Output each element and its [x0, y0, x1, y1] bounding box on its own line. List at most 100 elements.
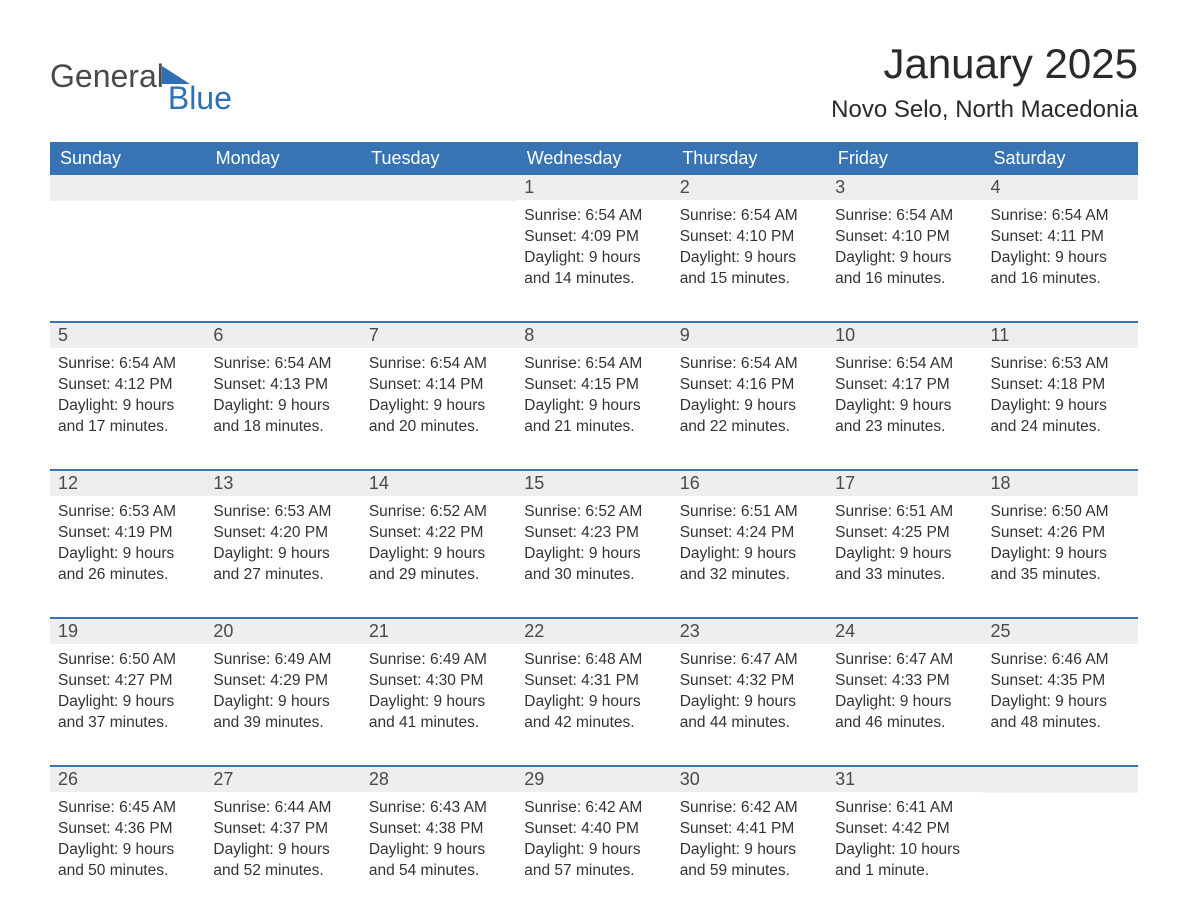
sunrise-text: Sunrise: 6:50 AM [991, 502, 1130, 523]
daylight-line-2: and 20 minutes. [369, 417, 508, 438]
day-number: 17 [827, 471, 982, 496]
sunrise-text: Sunrise: 6:42 AM [680, 798, 819, 819]
day-body: Sunrise: 6:54 AMSunset: 4:09 PMDaylight:… [516, 200, 671, 296]
sunset-text: Sunset: 4:09 PM [524, 227, 663, 248]
daylight-line-1: Daylight: 9 hours [835, 544, 974, 565]
sunrise-text: Sunrise: 6:54 AM [58, 354, 197, 375]
day-number: 1 [516, 175, 671, 200]
daylight-line-1: Daylight: 10 hours [835, 840, 974, 861]
day-number: 25 [983, 619, 1138, 644]
daylight-line-1: Daylight: 9 hours [680, 840, 819, 861]
sunset-text: Sunset: 4:20 PM [213, 523, 352, 544]
day-number: 28 [361, 767, 516, 792]
daylight-line-2: and 23 minutes. [835, 417, 974, 438]
location-subtitle: Novo Selo, North Macedonia [831, 96, 1138, 124]
sunset-text: Sunset: 4:38 PM [369, 819, 508, 840]
day-cell: 30Sunrise: 6:42 AMSunset: 4:41 PMDayligh… [672, 767, 827, 895]
day-cell: 31Sunrise: 6:41 AMSunset: 4:42 PMDayligh… [827, 767, 982, 895]
daylight-line-1: Daylight: 9 hours [369, 544, 508, 565]
sunset-text: Sunset: 4:16 PM [680, 375, 819, 396]
day-body: Sunrise: 6:42 AMSunset: 4:40 PMDaylight:… [516, 792, 671, 888]
day-number: 27 [205, 767, 360, 792]
daylight-line-2: and 35 minutes. [991, 565, 1130, 586]
day-number: 16 [672, 471, 827, 496]
week-row: 1Sunrise: 6:54 AMSunset: 4:09 PMDaylight… [50, 175, 1138, 303]
brand-logo: General Blue [50, 40, 260, 95]
sunset-text: Sunset: 4:22 PM [369, 523, 508, 544]
day-cell: 10Sunrise: 6:54 AMSunset: 4:17 PMDayligh… [827, 323, 982, 451]
sunrise-text: Sunrise: 6:54 AM [213, 354, 352, 375]
daylight-line-1: Daylight: 9 hours [58, 544, 197, 565]
daylight-line-2: and 18 minutes. [213, 417, 352, 438]
week-row: 5Sunrise: 6:54 AMSunset: 4:12 PMDaylight… [50, 321, 1138, 451]
day-cell: 26Sunrise: 6:45 AMSunset: 4:36 PMDayligh… [50, 767, 205, 895]
day-number: 29 [516, 767, 671, 792]
day-body: Sunrise: 6:54 AMSunset: 4:11 PMDaylight:… [983, 200, 1138, 296]
daylight-line-1: Daylight: 9 hours [991, 396, 1130, 417]
day-body: Sunrise: 6:54 AMSunset: 4:14 PMDaylight:… [361, 348, 516, 444]
day-number: 7 [361, 323, 516, 348]
daylight-line-2: and 44 minutes. [680, 713, 819, 734]
day-body: Sunrise: 6:46 AMSunset: 4:35 PMDaylight:… [983, 644, 1138, 740]
day-body: Sunrise: 6:53 AMSunset: 4:19 PMDaylight:… [50, 496, 205, 592]
day-cell: 17Sunrise: 6:51 AMSunset: 4:25 PMDayligh… [827, 471, 982, 599]
sunrise-text: Sunrise: 6:52 AM [369, 502, 508, 523]
day-number: 21 [361, 619, 516, 644]
daylight-line-2: and 24 minutes. [991, 417, 1130, 438]
day-number: 6 [205, 323, 360, 348]
day-cell: 2Sunrise: 6:54 AMSunset: 4:10 PMDaylight… [672, 175, 827, 303]
day-cell: 21Sunrise: 6:49 AMSunset: 4:30 PMDayligh… [361, 619, 516, 747]
day-body: Sunrise: 6:52 AMSunset: 4:22 PMDaylight:… [361, 496, 516, 592]
sunset-text: Sunset: 4:27 PM [58, 671, 197, 692]
daylight-line-1: Daylight: 9 hours [524, 840, 663, 861]
day-number: 20 [205, 619, 360, 644]
day-number [50, 175, 205, 201]
daylight-line-1: Daylight: 9 hours [213, 544, 352, 565]
daylight-line-2: and 42 minutes. [524, 713, 663, 734]
day-number: 3 [827, 175, 982, 200]
day-cell: 25Sunrise: 6:46 AMSunset: 4:35 PMDayligh… [983, 619, 1138, 747]
sunset-text: Sunset: 4:32 PM [680, 671, 819, 692]
day-number: 8 [516, 323, 671, 348]
daylight-line-2: and 54 minutes. [369, 861, 508, 882]
daylight-line-1: Daylight: 9 hours [835, 692, 974, 713]
day-cell: 23Sunrise: 6:47 AMSunset: 4:32 PMDayligh… [672, 619, 827, 747]
brand-name-1: General [50, 58, 164, 95]
sunrise-text: Sunrise: 6:47 AM [835, 650, 974, 671]
day-number: 2 [672, 175, 827, 200]
weeks-container: 1Sunrise: 6:54 AMSunset: 4:09 PMDaylight… [50, 175, 1138, 895]
day-cell: 7Sunrise: 6:54 AMSunset: 4:14 PMDaylight… [361, 323, 516, 451]
sunrise-text: Sunrise: 6:47 AM [680, 650, 819, 671]
sunrise-text: Sunrise: 6:51 AM [835, 502, 974, 523]
weekday-header: Sunday [50, 142, 205, 175]
day-body: Sunrise: 6:47 AMSunset: 4:32 PMDaylight:… [672, 644, 827, 740]
day-number: 15 [516, 471, 671, 496]
daylight-line-2: and 46 minutes. [835, 713, 974, 734]
sunrise-text: Sunrise: 6:46 AM [991, 650, 1130, 671]
sunset-text: Sunset: 4:10 PM [680, 227, 819, 248]
day-body: Sunrise: 6:51 AMSunset: 4:25 PMDaylight:… [827, 496, 982, 592]
day-body: Sunrise: 6:53 AMSunset: 4:20 PMDaylight:… [205, 496, 360, 592]
day-cell: 28Sunrise: 6:43 AMSunset: 4:38 PMDayligh… [361, 767, 516, 895]
sunrise-text: Sunrise: 6:54 AM [524, 354, 663, 375]
sunrise-text: Sunrise: 6:53 AM [213, 502, 352, 523]
weekday-header: Saturday [982, 142, 1138, 175]
sunset-text: Sunset: 4:18 PM [991, 375, 1130, 396]
daylight-line-1: Daylight: 9 hours [835, 248, 974, 269]
daylight-line-1: Daylight: 9 hours [213, 396, 352, 417]
sunset-text: Sunset: 4:12 PM [58, 375, 197, 396]
day-number: 22 [516, 619, 671, 644]
daylight-line-1: Daylight: 9 hours [524, 396, 663, 417]
daylight-line-1: Daylight: 9 hours [58, 692, 197, 713]
day-body: Sunrise: 6:50 AMSunset: 4:26 PMDaylight:… [983, 496, 1138, 592]
day-body: Sunrise: 6:50 AMSunset: 4:27 PMDaylight:… [50, 644, 205, 740]
daylight-line-2: and 15 minutes. [680, 269, 819, 290]
day-body: Sunrise: 6:54 AMSunset: 4:13 PMDaylight:… [205, 348, 360, 444]
daylight-line-1: Daylight: 9 hours [524, 692, 663, 713]
day-cell: 14Sunrise: 6:52 AMSunset: 4:22 PMDayligh… [361, 471, 516, 599]
daylight-line-2: and 48 minutes. [991, 713, 1130, 734]
day-number: 23 [672, 619, 827, 644]
day-number [983, 767, 1138, 793]
daylight-line-2: and 33 minutes. [835, 565, 974, 586]
daylight-line-2: and 52 minutes. [213, 861, 352, 882]
